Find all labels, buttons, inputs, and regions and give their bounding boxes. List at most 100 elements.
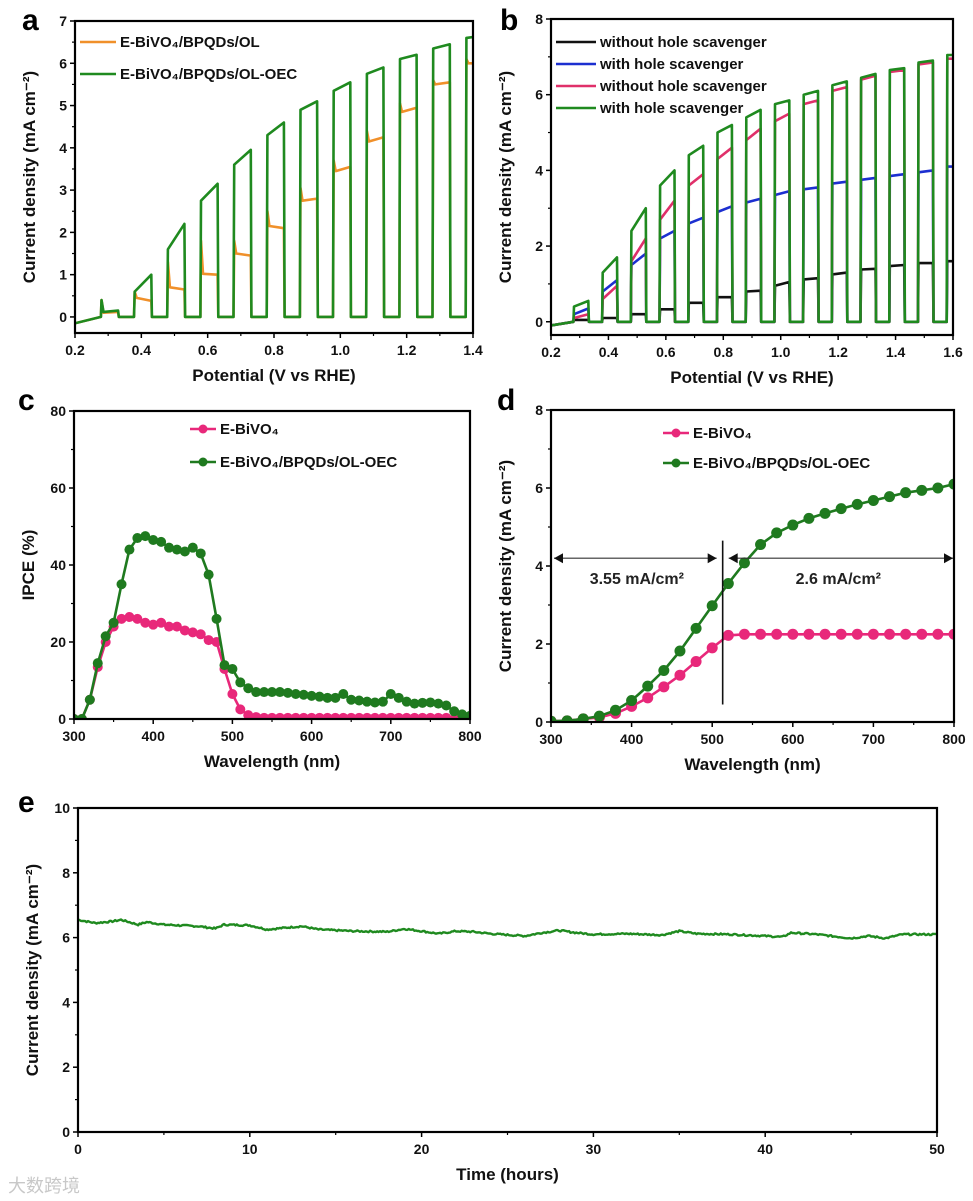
panel-letter: c (18, 384, 35, 417)
data-point-marker (243, 710, 254, 719)
data-point-marker (156, 617, 167, 628)
legend-label: E-BiVO₄/BPQDs/OL-OEC (220, 454, 397, 471)
data-point-marker (195, 629, 206, 640)
legend-label: E-BiVO₄/BPQDs/OL (120, 34, 260, 51)
data-point-marker (76, 714, 87, 719)
data-point-marker (298, 712, 309, 719)
data-point-marker (259, 712, 270, 719)
data-point-marker (124, 611, 135, 622)
data-point-marker (195, 548, 206, 559)
series-line-0 (78, 918, 937, 940)
data-point-marker (267, 712, 277, 719)
data-point-marker (84, 694, 95, 705)
y-axis-title: Current density (mA cm⁻²) (496, 71, 515, 283)
annotation-right: 2.6 mA/cm² (796, 571, 881, 588)
x-tick-label: 400 (620, 731, 644, 747)
legend-marker (198, 457, 208, 467)
data-point-marker (738, 557, 750, 569)
legend-marker (671, 428, 681, 438)
data-point-marker (932, 628, 944, 640)
x-axis-title: Time (hours) (456, 1165, 559, 1184)
data-point-marker (298, 689, 309, 700)
x-tick-label: 600 (300, 728, 324, 744)
data-point-marker (417, 697, 428, 708)
plot-frame (73, 19, 475, 335)
data-point-marker (140, 617, 151, 628)
y-tick-label: 2 (62, 1059, 70, 1075)
data-point-marker (314, 691, 325, 702)
data-point-marker (771, 628, 783, 640)
panel-a: a 0.2 0.4 0.6 0.8 1.0 1.2 1.4 0 1 2 3 4 5 6 7 Potential … (20, 4, 483, 385)
data-point-marker (755, 539, 767, 551)
data-point-marker (282, 712, 293, 719)
series-line-3 (551, 53, 953, 327)
data-point-marker (330, 692, 341, 703)
data-point-marker (803, 512, 815, 524)
data-point-marker (690, 656, 702, 668)
data-point-marker (401, 696, 412, 707)
series-line-1 (75, 35, 473, 325)
x-tick-label: 0.6 (656, 344, 676, 360)
data-point-marker (362, 712, 373, 719)
data-point-marker (706, 642, 718, 654)
data-point-marker (290, 688, 301, 699)
y-tick-label: 2 (535, 238, 543, 254)
x-tick-label: 1.4 (886, 344, 906, 360)
data-point-marker (722, 629, 734, 641)
x-tick-label: 10 (242, 1141, 258, 1157)
data-point-marker (593, 710, 605, 722)
data-point-marker (658, 681, 670, 693)
data-point-marker (449, 706, 460, 717)
data-point-marker (916, 484, 928, 496)
x-axis-title: Potential (V vs RHE) (192, 366, 355, 385)
x-tick-label: 0.2 (541, 344, 561, 360)
data-point-marker (884, 491, 896, 503)
data-point-marker (314, 712, 325, 719)
y-tick-label: 5 (59, 98, 67, 114)
data-point-marker (577, 713, 589, 722)
x-axis-title: Wavelength (nm) (204, 752, 340, 771)
data-point-marker (401, 712, 412, 719)
data-point-marker (156, 536, 167, 547)
data-point-marker (148, 534, 159, 545)
data-point-marker (674, 669, 686, 681)
data-point-marker (948, 478, 954, 490)
data-point-marker (706, 600, 718, 612)
data-point-marker (425, 712, 436, 719)
data-point-marker (642, 692, 654, 704)
data-point-marker (626, 695, 638, 707)
data-point-marker (274, 687, 285, 698)
x-tick-label: 40 (757, 1141, 773, 1157)
x-tick-label: 0.6 (198, 342, 218, 358)
x-tick-label: 0.4 (132, 342, 152, 358)
x-tick-label: 400 (142, 728, 166, 744)
data-point-marker (433, 698, 444, 709)
data-point-marker (282, 687, 293, 698)
panel-letter: e (18, 786, 35, 819)
data-point-marker (124, 544, 135, 555)
y-tick-label: 8 (62, 865, 70, 881)
data-point-marker (92, 658, 103, 669)
data-point-marker (385, 712, 396, 719)
panel-b: b 0.2 0.4 0.6 0.8 1.0 1.2 1.4 1.6 0 2 4 6 8 Potential … (496, 4, 963, 387)
left-arrow-head-right (707, 553, 717, 564)
data-point-marker (916, 628, 928, 640)
plot-frame (72, 409, 472, 721)
data-point-marker (330, 712, 341, 719)
y-tick-label: 6 (59, 55, 67, 71)
data-point-marker (561, 715, 573, 722)
legend-marker (671, 458, 681, 468)
data-point-marker (377, 712, 388, 719)
data-point-marker (211, 613, 222, 624)
y-tick-label: 60 (50, 480, 66, 496)
data-point-marker (108, 617, 119, 628)
panel-d: d 300 400 500 600 700 800 0 2 4 6 8 Wavelength (nm) C… (496, 384, 966, 774)
data-point-marker (385, 688, 396, 699)
y-tick-label: 0 (62, 1124, 70, 1140)
series-line-1 (551, 482, 954, 722)
data-point-marker (722, 578, 734, 590)
data-point-marker (369, 697, 380, 708)
x-tick-label: 1.0 (331, 342, 351, 358)
x-tick-label: 700 (862, 731, 886, 747)
